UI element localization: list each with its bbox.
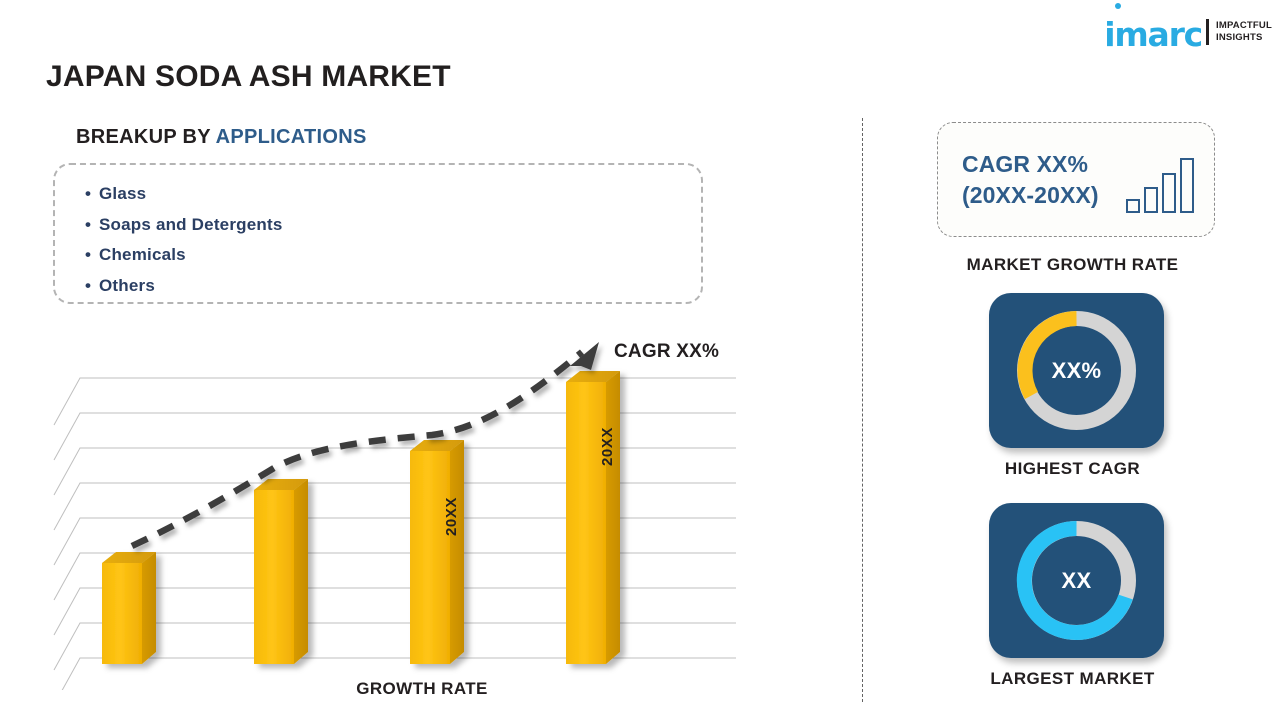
chart-bar [254, 479, 308, 664]
chart-bar [410, 440, 464, 664]
market-growth-rate-card: CAGR XX% (20XX-20XX) [937, 122, 1215, 237]
chart-axis-label: GROWTH RATE [356, 679, 488, 698]
largest-market-donut [1016, 520, 1136, 640]
chart-bar [102, 552, 156, 664]
chart-gridlines [53, 377, 736, 690]
cagr-period: (20XX-20XX) [962, 181, 1099, 208]
section-divider [862, 118, 863, 702]
cagr-text: CAGR XX% (20XX-20XX) [962, 149, 1099, 211]
chart-canvas [53, 342, 736, 690]
metrics-panel: CAGR XX% (20XX-20XX) MARKET GROWTH RATE … [865, 0, 1280, 720]
bullet-dot-icon: • [85, 184, 92, 203]
highest-cagr-value: XX% [1051, 357, 1102, 383]
applications-box: • Glass • Soaps and Detergents • Chemicals … [53, 163, 703, 304]
logo-tagline: IMPACTFUL INSIGHTS [1216, 20, 1272, 44]
largest-market-label: LARGEST MARKET [990, 669, 1155, 688]
bullet-dot-icon: • [85, 214, 92, 234]
subtitle-prefix: BREAKUP BY [76, 126, 216, 148]
list-item-label: Chemicals [99, 245, 186, 264]
largest-market-value: XX [1061, 567, 1092, 593]
bullet-dot-icon: • [85, 275, 92, 295]
market-growth-rate-label: MARKET GROWTH RATE [966, 255, 1179, 274]
chart-bar-label: 20XX [599, 426, 617, 467]
chart-bar-label: 20XX [443, 496, 461, 537]
page-subtitle: BREAKUP BY APPLICATIONS [76, 126, 367, 149]
list-item-label: Glass [99, 184, 147, 203]
highest-cagr-label: HIGHEST CAGR [1004, 459, 1141, 478]
bullet-dot-icon: • [85, 245, 92, 264]
largest-market-tile: XX [989, 503, 1164, 658]
list-item: • Chemicals [85, 240, 701, 271]
highest-cagr-tile: XX% [989, 293, 1164, 448]
imarc-logo: imarc IMPACTFUL INSIGHTS [1104, 3, 1272, 54]
list-item-label: Others [99, 275, 155, 295]
chart-cagr-callout: CAGR XX% [614, 341, 720, 362]
bar-chart-icon [1126, 158, 1194, 213]
subtitle-highlight: APPLICATIONS [215, 126, 367, 148]
page-title: JAPAN SODA ASH MARKET [46, 60, 451, 93]
chart-trend-line [130, 342, 599, 549]
list-item: • Others [85, 271, 701, 302]
chart-bar [566, 371, 620, 664]
logo-wordmark: imarc [1104, 14, 1203, 54]
logo-dot-icon [1115, 3, 1122, 9]
highest-cagr-donut [1017, 311, 1136, 430]
list-item: • Glass [85, 179, 701, 210]
logo-divider [1206, 19, 1210, 45]
growth-rate-chart: 20XX 20XX [46, 330, 766, 720]
cagr-value: CAGR XX% [962, 150, 1089, 177]
list-item-label: Soaps and Detergents [99, 214, 283, 234]
logo-tagline-line1: IMPACTFUL [1216, 20, 1272, 32]
logo-tagline-line2: INSIGHTS [1216, 32, 1263, 43]
list-item: • Soaps and Detergents [85, 210, 701, 241]
